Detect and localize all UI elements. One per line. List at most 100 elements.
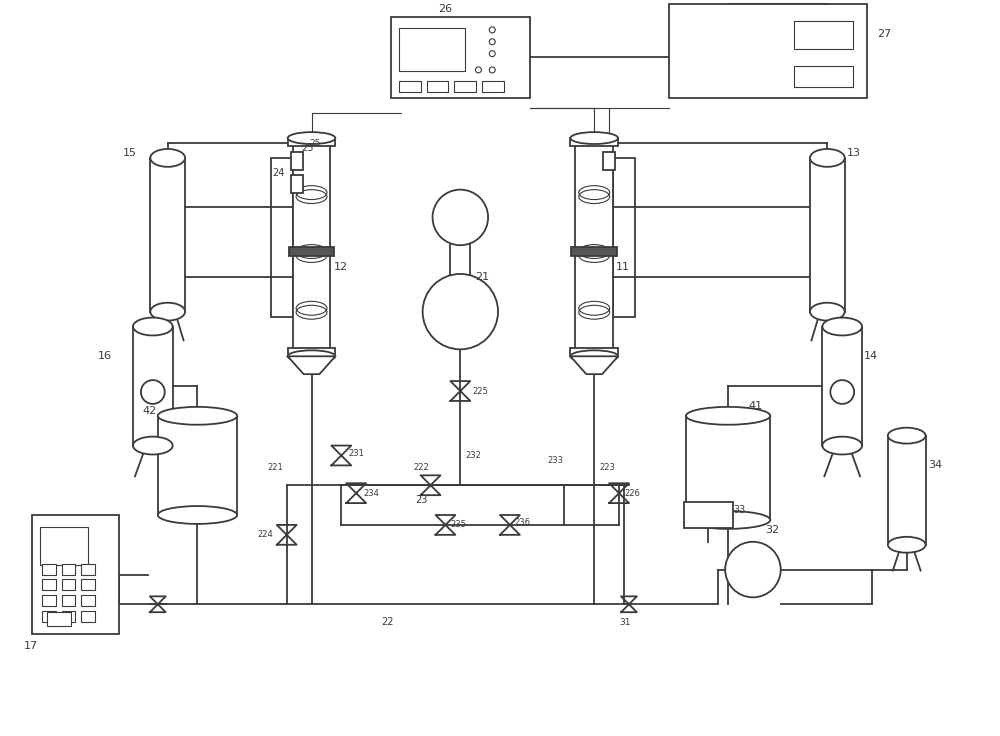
Text: 16: 16 xyxy=(98,351,112,361)
Bar xyxy=(42,595,56,606)
Text: 231: 231 xyxy=(348,449,364,458)
Bar xyxy=(291,152,303,170)
Circle shape xyxy=(830,380,854,404)
Bar xyxy=(391,17,530,99)
Text: 235: 235 xyxy=(450,520,466,529)
Text: 233: 233 xyxy=(548,456,564,465)
Circle shape xyxy=(489,51,495,57)
Ellipse shape xyxy=(888,428,926,444)
Ellipse shape xyxy=(296,244,327,258)
Ellipse shape xyxy=(288,132,335,144)
Text: 236: 236 xyxy=(515,518,531,528)
Circle shape xyxy=(475,67,481,73)
Text: 225: 225 xyxy=(472,386,488,395)
Text: 11: 11 xyxy=(616,262,630,272)
Ellipse shape xyxy=(810,149,845,167)
Bar xyxy=(669,4,867,99)
Ellipse shape xyxy=(150,302,185,321)
Bar xyxy=(575,138,613,356)
Text: 25: 25 xyxy=(310,138,321,147)
Bar xyxy=(291,174,303,193)
Bar xyxy=(794,21,853,49)
Ellipse shape xyxy=(810,302,845,321)
Ellipse shape xyxy=(686,407,770,425)
Ellipse shape xyxy=(570,350,618,362)
Text: 222: 222 xyxy=(414,463,429,472)
Text: 32: 32 xyxy=(765,525,779,535)
Ellipse shape xyxy=(133,436,173,455)
Text: 226: 226 xyxy=(624,489,640,498)
Circle shape xyxy=(489,39,495,45)
Text: 31: 31 xyxy=(619,618,631,626)
Text: 42: 42 xyxy=(143,406,157,416)
Bar xyxy=(603,152,615,170)
Circle shape xyxy=(489,67,495,73)
Ellipse shape xyxy=(579,244,610,258)
Text: 12: 12 xyxy=(333,262,347,272)
Bar xyxy=(150,158,185,311)
Ellipse shape xyxy=(296,301,327,315)
Bar xyxy=(42,564,56,575)
Bar xyxy=(570,138,618,146)
Circle shape xyxy=(725,542,781,598)
Bar xyxy=(42,611,56,622)
Circle shape xyxy=(141,380,165,404)
Bar xyxy=(81,579,95,590)
Ellipse shape xyxy=(579,185,610,199)
Ellipse shape xyxy=(822,436,862,455)
Ellipse shape xyxy=(570,132,618,144)
Bar xyxy=(810,158,845,311)
Text: 25: 25 xyxy=(302,143,314,153)
Polygon shape xyxy=(288,356,335,374)
Bar xyxy=(81,564,95,575)
Bar xyxy=(686,416,770,520)
Text: 22: 22 xyxy=(381,617,393,627)
Bar xyxy=(794,66,853,87)
Ellipse shape xyxy=(296,185,327,199)
Bar xyxy=(482,80,504,93)
Text: 41: 41 xyxy=(748,401,762,411)
Circle shape xyxy=(433,190,488,245)
Ellipse shape xyxy=(133,318,173,336)
Text: 24: 24 xyxy=(272,168,284,178)
Text: 34: 34 xyxy=(929,461,943,470)
Bar xyxy=(613,158,635,316)
Text: 33: 33 xyxy=(733,505,745,515)
Text: 224: 224 xyxy=(257,531,273,539)
Bar xyxy=(81,611,95,622)
Bar xyxy=(62,564,75,575)
Text: 17: 17 xyxy=(24,641,38,651)
Bar xyxy=(47,612,71,626)
Ellipse shape xyxy=(579,301,610,315)
Circle shape xyxy=(423,274,498,350)
Text: 221: 221 xyxy=(267,463,283,472)
Bar xyxy=(133,327,173,445)
Bar xyxy=(62,595,75,606)
Bar xyxy=(399,28,465,71)
Ellipse shape xyxy=(888,537,926,553)
Bar xyxy=(427,80,448,93)
Bar xyxy=(158,416,237,515)
Bar xyxy=(570,348,618,356)
Bar xyxy=(81,595,95,606)
Bar xyxy=(40,527,88,565)
Polygon shape xyxy=(570,356,618,374)
Text: 223: 223 xyxy=(599,463,615,472)
Bar xyxy=(289,247,334,257)
Bar xyxy=(62,579,75,590)
Text: 13: 13 xyxy=(847,148,861,158)
Text: 14: 14 xyxy=(864,351,878,361)
Bar xyxy=(293,138,330,356)
Bar xyxy=(571,247,617,257)
Bar xyxy=(288,348,335,356)
Bar xyxy=(32,515,119,634)
Bar xyxy=(822,327,862,445)
Ellipse shape xyxy=(150,149,185,167)
Ellipse shape xyxy=(288,350,335,362)
Bar xyxy=(62,611,75,622)
Ellipse shape xyxy=(822,318,862,336)
Text: 234: 234 xyxy=(363,489,379,498)
Ellipse shape xyxy=(686,511,770,529)
Text: 15: 15 xyxy=(123,148,137,158)
Text: 26: 26 xyxy=(438,4,453,14)
